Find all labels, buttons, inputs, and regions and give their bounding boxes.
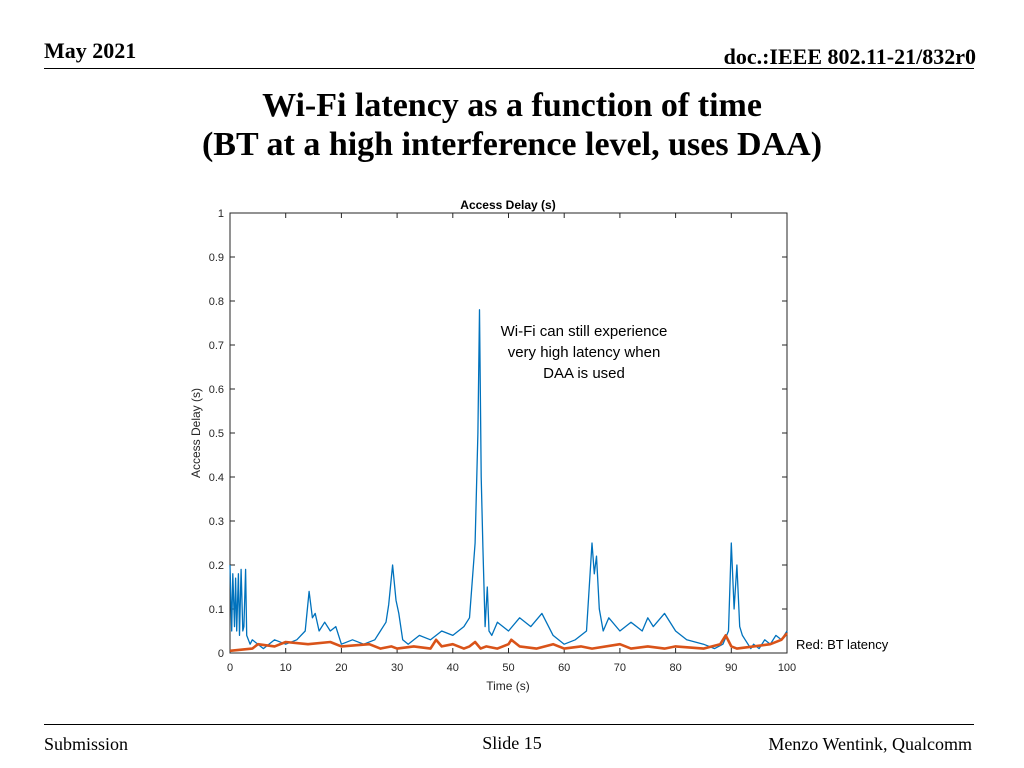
series-wifi-latency-line xyxy=(229,309,788,650)
y-tick-label: 0.7 xyxy=(209,340,224,352)
x-tick-label: 30 xyxy=(391,662,403,674)
y-tick-label: 0.4 xyxy=(209,472,224,484)
annotation-line-1: Wi-Fi can still experience xyxy=(501,323,668,340)
x-tick-label: 70 xyxy=(614,662,626,674)
y-tick-label: 1 xyxy=(218,208,224,220)
annotation-line-3: DAA is used xyxy=(543,365,625,382)
footer-submission: Submission xyxy=(44,734,129,754)
chart-title: Access Delay (s) xyxy=(460,198,555,212)
x-tick-label: 10 xyxy=(280,662,292,674)
y-axis: 0 0.1 0.2 0.3 0.4 0.5 0.6 0.7 0.8 0.9 1 xyxy=(209,208,787,660)
slide-title-line-2: (BT at a high interference level, uses D… xyxy=(201,126,823,163)
y-tick-label: 0.9 xyxy=(209,252,224,264)
y-tick-label: 0.1 xyxy=(209,604,224,616)
annotation-line-2: very high latency when xyxy=(508,344,661,361)
y-tick-label: 0 xyxy=(218,648,224,660)
x-tick-label: 20 xyxy=(335,662,347,674)
x-tick-label: 60 xyxy=(558,662,570,674)
footer-rule xyxy=(44,724,974,725)
y-tick-label: 0.6 xyxy=(209,384,224,396)
y-axis-label: Access Delay (s) xyxy=(189,388,203,478)
x-tick-label: 100 xyxy=(778,662,796,674)
slide-title: Wi-Fi latency as a function of time (BT … xyxy=(0,86,1024,164)
y-tick-label: 0.8 xyxy=(209,296,224,308)
legend-note: Red: BT latency xyxy=(796,637,889,652)
x-tick-label: 90 xyxy=(725,662,737,674)
y-tick-label: 0.5 xyxy=(209,428,224,440)
document-id: doc.:IEEE 802.11-21/832r0 xyxy=(723,44,976,69)
series-layer xyxy=(229,309,788,653)
slide-title-line-1: Wi-Fi latency as a function of time xyxy=(262,87,762,124)
plot-area xyxy=(229,212,788,654)
header-rule xyxy=(44,68,974,69)
x-tick-label: 50 xyxy=(502,662,514,674)
x-tick-label: 0 xyxy=(227,662,233,674)
series-bt-latency-line xyxy=(229,632,788,653)
x-axis-label: Time (s) xyxy=(486,679,530,693)
slide-date: May 2021 xyxy=(44,38,137,63)
y-tick-label: 0.3 xyxy=(209,516,224,528)
x-tick-label: 80 xyxy=(669,662,681,674)
x-tick-label: 40 xyxy=(447,662,459,674)
y-tick-label: 0.2 xyxy=(209,560,224,572)
footer-author: Menzo Wentink, Qualcomm xyxy=(768,734,972,754)
slide-number: Slide 15 xyxy=(482,733,542,753)
